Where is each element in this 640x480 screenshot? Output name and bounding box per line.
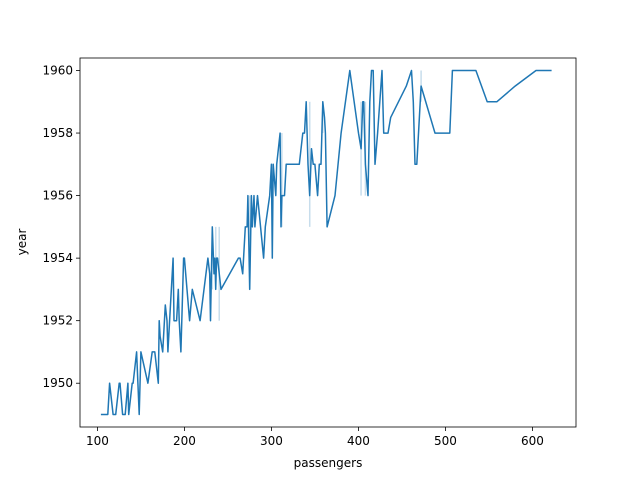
- x-tick-label: 500: [434, 434, 457, 448]
- x-tick-label: 600: [521, 434, 544, 448]
- y-tick-label: 1952: [42, 314, 73, 328]
- plot-frame: [79, 57, 577, 428]
- y-tick-label: 1958: [42, 126, 73, 140]
- x-tick-label: 400: [347, 434, 370, 448]
- confidence-band: [211, 70, 422, 321]
- y-axis: 1950 1952 1954 1956 1958 1960: [42, 64, 80, 390]
- x-tick-label: 100: [86, 434, 109, 448]
- y-tick-label: 1960: [42, 64, 73, 78]
- y-axis-label: year: [15, 229, 29, 256]
- x-axis: 100 200 300 400 500 600: [86, 427, 544, 448]
- series-line: [100, 69, 552, 416]
- y-tick-label: 1956: [42, 189, 73, 203]
- x-axis-label: passengers: [294, 456, 363, 470]
- series-layer: [100, 69, 552, 416]
- x-tick-label: 300: [260, 434, 283, 448]
- y-tick-label: 1950: [42, 376, 73, 390]
- x-tick-label: 200: [173, 434, 196, 448]
- y-tick-label: 1954: [42, 251, 73, 265]
